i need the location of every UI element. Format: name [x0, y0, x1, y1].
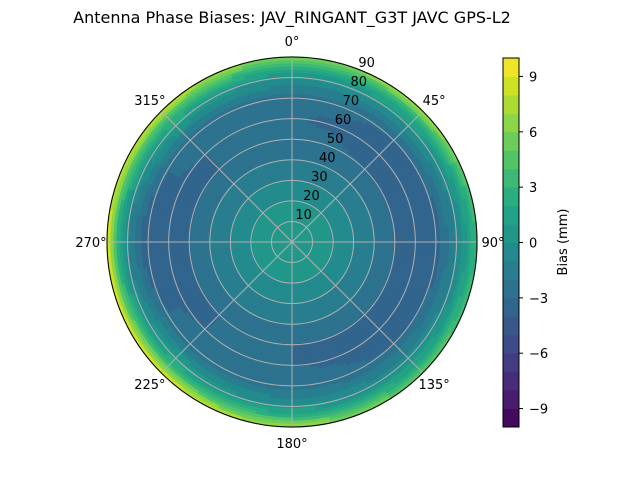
chart-title: Antenna Phase Biases: JAV_RINGANT_G3T JA… — [73, 8, 511, 28]
